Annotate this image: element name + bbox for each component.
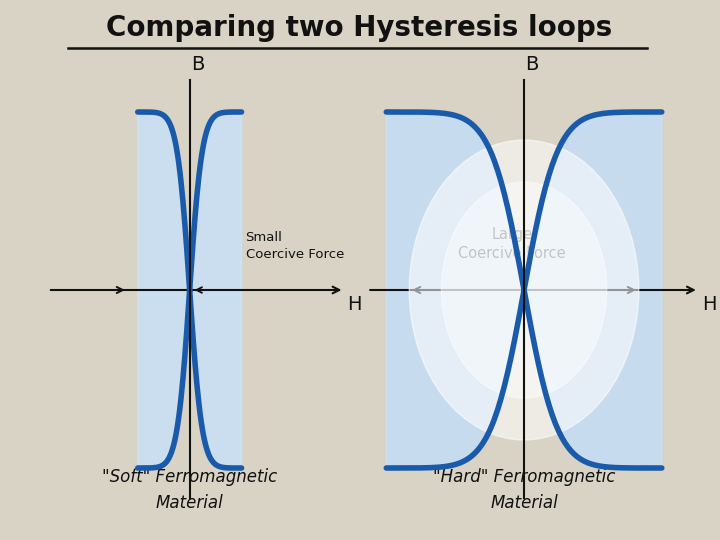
Polygon shape bbox=[138, 112, 241, 468]
Text: "Soft" Ferromagnetic
Material: "Soft" Ferromagnetic Material bbox=[102, 469, 277, 511]
Text: B: B bbox=[526, 55, 539, 74]
Text: H: H bbox=[702, 294, 716, 314]
Polygon shape bbox=[138, 112, 241, 468]
Text: Large
Coercive Force: Large Coercive Force bbox=[458, 227, 566, 261]
Polygon shape bbox=[387, 112, 662, 468]
Text: Small
Coercive Force: Small Coercive Force bbox=[246, 231, 344, 261]
Polygon shape bbox=[387, 112, 662, 468]
Text: "Hard" Ferromagnetic
Material: "Hard" Ferromagnetic Material bbox=[433, 469, 615, 511]
Ellipse shape bbox=[409, 140, 639, 440]
Text: Comparing two Hysteresis loops: Comparing two Hysteresis loops bbox=[107, 14, 613, 42]
Text: B: B bbox=[191, 55, 204, 74]
Ellipse shape bbox=[441, 182, 607, 398]
Text: H: H bbox=[347, 294, 362, 314]
